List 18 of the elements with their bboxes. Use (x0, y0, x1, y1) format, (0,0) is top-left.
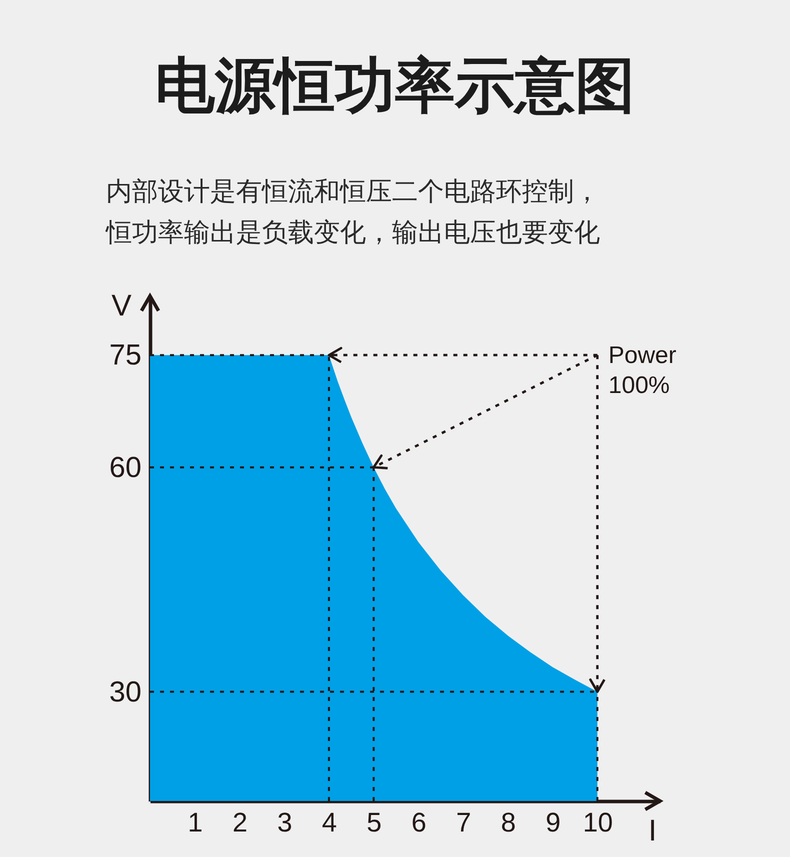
x-tick-label: 9 (546, 808, 561, 838)
y-tick-label: 30 (109, 676, 142, 708)
x-tick-label: 5 (366, 808, 382, 838)
x-tick-label: 8 (500, 808, 516, 838)
x-axis-title: I (648, 814, 657, 848)
chart-subtitle: 内部设计是有恒流和恒压二个电路环控制，恒功率输出是负载变化，输出电压也要变化 (105, 177, 600, 248)
x-tick-label: 7 (456, 808, 472, 838)
x-tick-label: 3 (277, 808, 292, 838)
x-tick-label: 4 (322, 808, 337, 838)
chart-title: 电源恒功率示意图 (155, 51, 635, 121)
x-tick-label: 2 (232, 808, 248, 838)
x-tick-label: 10 (582, 808, 613, 838)
annotation: Power 100% (608, 342, 676, 400)
y-tick-label: 75 (109, 340, 142, 372)
y-axis-title: V (111, 290, 132, 322)
x-tick-label: 6 (411, 808, 426, 838)
y-tick-label: 60 (109, 452, 142, 484)
x-tick-label: 1 (188, 808, 203, 838)
